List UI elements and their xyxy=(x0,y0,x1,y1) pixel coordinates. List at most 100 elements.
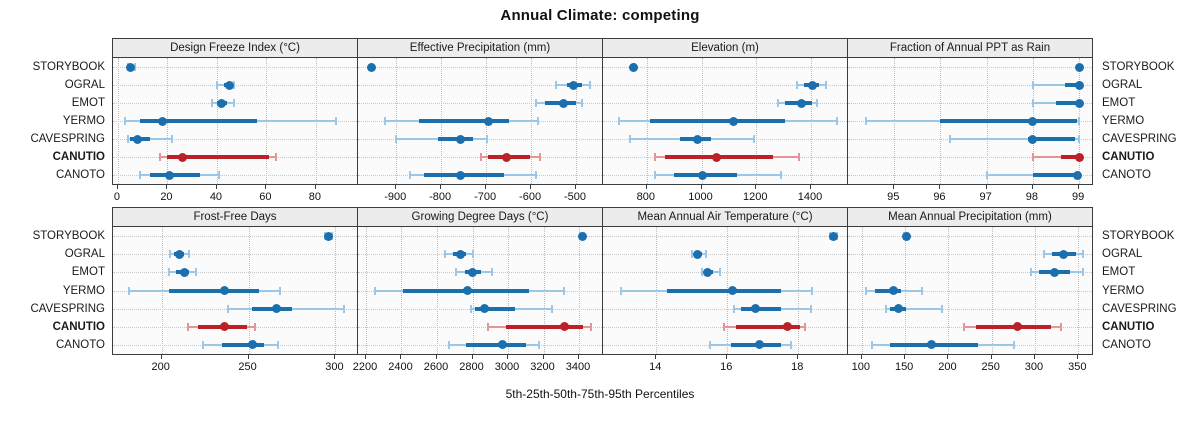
median-dot xyxy=(829,231,839,241)
panel-header: Growing Degree Days (°C) xyxy=(357,207,603,227)
whisker-5th-95th xyxy=(1032,84,1080,86)
x-axis-tick xyxy=(578,354,580,359)
whisker-cap xyxy=(704,250,707,259)
whisker-cap xyxy=(589,81,592,89)
site-label-canutio: CANUTIO xyxy=(1102,151,1155,163)
whisker-cap xyxy=(871,340,874,349)
whisker-cap xyxy=(408,171,411,179)
median-dot xyxy=(796,98,806,108)
x-axis-tick-label: 350 xyxy=(1068,361,1087,373)
x-axis-tick-label: 2400 xyxy=(388,361,413,373)
x-axis-tick-label: 20 xyxy=(160,191,173,203)
x-axis-tick xyxy=(395,184,397,189)
x-axis-tick-label: 1400 xyxy=(797,191,823,203)
median-dot xyxy=(366,62,376,72)
x-axis-tick-label: 800 xyxy=(636,191,655,203)
whisker-cap xyxy=(487,322,490,331)
whisker-cap xyxy=(629,135,632,143)
whisker-5th-95th xyxy=(1032,156,1080,158)
median-dot xyxy=(247,340,257,350)
x-axis-tick xyxy=(1078,184,1080,189)
iqr-bar-25th-75th xyxy=(475,306,516,311)
whisker-cap xyxy=(580,99,583,107)
whisker-cap xyxy=(383,117,386,125)
whisker-cap xyxy=(752,135,755,143)
whisker-cap xyxy=(169,250,172,259)
whisker-cap xyxy=(233,81,236,89)
iqr-bar-25th-75th xyxy=(736,324,801,329)
median-dot xyxy=(578,231,588,241)
whisker-cap xyxy=(126,135,129,143)
panel-header: Mean Annual Precipitation (mm) xyxy=(847,207,1093,227)
median-dot xyxy=(754,340,764,350)
x-axis-tick xyxy=(265,184,267,189)
x-axis-tick-label: 40 xyxy=(209,191,223,203)
whisker-cap xyxy=(210,99,213,107)
site-label-yermo: YERMO xyxy=(1102,115,1145,127)
iqr-bar-25th-75th xyxy=(418,119,510,123)
median-dot xyxy=(807,80,817,90)
x-axis-tick xyxy=(485,184,487,189)
x-axis-tick xyxy=(1077,354,1079,359)
site-label-emot: EMOT xyxy=(71,97,105,109)
median-dot xyxy=(462,286,472,295)
whisker-cap xyxy=(719,268,722,277)
panel-header: Design Freeze Index (°C) xyxy=(112,38,358,58)
median-dot xyxy=(1028,134,1038,144)
median-dot xyxy=(560,322,570,332)
median-dot xyxy=(692,249,702,259)
horizontal-gridline xyxy=(113,139,357,140)
x-axis-tick-label: -800 xyxy=(429,191,452,203)
whisker-cap xyxy=(589,322,592,331)
median-dot xyxy=(157,116,167,126)
x-axis-tick xyxy=(700,184,702,189)
panel-header: Frost-Free Days xyxy=(112,207,358,227)
median-dot xyxy=(1013,322,1023,332)
horizontal-gridline xyxy=(848,272,1092,274)
horizontal-gridline xyxy=(113,67,357,68)
x-axis-tick-label: 95 xyxy=(887,191,900,203)
x-axis-tick xyxy=(215,184,217,189)
whisker-cap xyxy=(275,153,278,161)
whisker-cap xyxy=(836,117,839,125)
median-dot xyxy=(1074,152,1084,162)
whisker-cap xyxy=(171,135,174,143)
site-label-canoto: CANOTO xyxy=(1102,169,1151,181)
x-axis-tick xyxy=(1031,184,1033,189)
x-axis-tick-label: 250 xyxy=(981,361,1000,373)
median-dot xyxy=(125,62,135,72)
horizontal-gridline xyxy=(113,175,357,176)
x-axis-tick xyxy=(400,354,402,359)
whisker-cap xyxy=(215,81,218,89)
whisker-cap xyxy=(277,340,280,349)
x-axis-tick xyxy=(542,354,544,359)
x-axis-tick-label: 150 xyxy=(894,361,914,373)
site-label-cavespring: CAVESPRING xyxy=(30,133,105,145)
whisker-cap xyxy=(127,286,130,295)
site-label-canoto: CANOTO xyxy=(56,338,105,351)
median-dot xyxy=(177,152,187,162)
x-axis-tick-label: 3000 xyxy=(494,361,520,373)
x-axis-tick-label: 300 xyxy=(325,361,344,373)
whisker-cap xyxy=(865,117,868,125)
whisker-cap xyxy=(395,135,398,143)
whisker-cap xyxy=(921,286,924,295)
site-label-yermo: YERMO xyxy=(62,115,105,127)
x-axis-tick xyxy=(904,354,906,359)
whisker-cap xyxy=(733,304,736,313)
median-dot xyxy=(888,286,898,295)
horizontal-gridline xyxy=(603,236,847,238)
whisker-cap xyxy=(779,171,782,179)
site-label-ogral: OGRAL xyxy=(64,248,105,261)
x-axis-tick-label: 2600 xyxy=(423,361,449,373)
whisker-cap xyxy=(708,340,711,349)
horizontal-gridline xyxy=(358,103,602,104)
panel-header: Fraction of Annual PPT as Rain xyxy=(847,38,1093,58)
median-dot xyxy=(323,231,333,241)
median-dot xyxy=(479,304,489,314)
x-axis-tick-label: 3200 xyxy=(530,361,555,373)
horizontal-gridline xyxy=(358,254,602,256)
x-axis-tick-label: 99 xyxy=(1072,191,1085,203)
whisker-cap xyxy=(777,99,780,107)
median-dot xyxy=(927,340,937,350)
